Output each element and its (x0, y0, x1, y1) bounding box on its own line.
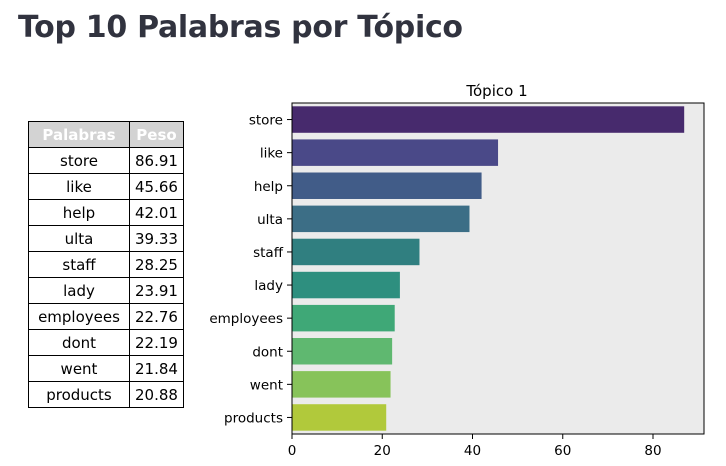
weight-cell: 42.01 (129, 199, 184, 226)
table-row: help 42.01 (28, 199, 184, 226)
y-tick-label: store (249, 113, 283, 129)
word-cell: like (28, 173, 130, 200)
y-tick-label: like (260, 146, 283, 162)
table-header-row: Palabras Peso (28, 121, 184, 148)
table-row: staff 28.25 (28, 251, 184, 278)
weight-cell: 28.25 (129, 251, 184, 278)
word-cell: dont (28, 329, 130, 356)
page-title: Top 10 Palabras por Tópico (18, 10, 463, 45)
x-tick-label: 60 (554, 443, 571, 459)
weight-cell: 39.33 (129, 225, 184, 252)
bar-ulta (292, 205, 470, 233)
x-tick-label: 80 (644, 443, 661, 459)
x-tick-label: 40 (464, 443, 481, 459)
y-tick-label: products (224, 410, 283, 426)
bar-like (292, 139, 499, 166)
bar-store (292, 106, 685, 133)
bar-staff (292, 238, 420, 266)
plot-frame (291, 102, 705, 435)
bar-help (292, 172, 482, 199)
y-tick-label: ulta (257, 212, 283, 228)
y-tick-label: employees (209, 311, 283, 327)
table-row: dont 22.19 (28, 329, 184, 356)
y-tick-label: help (254, 179, 283, 195)
header-peso: Peso (129, 121, 184, 148)
weight-cell: 21.84 (129, 355, 184, 382)
table-row: employees 22.76 (28, 303, 184, 330)
header-palabras: Palabras (28, 121, 130, 148)
weight-cell: 45.66 (129, 173, 184, 200)
table-row: ulta 39.33 (28, 225, 184, 252)
word-cell: employees (28, 303, 130, 330)
word-cell: ulta (28, 225, 130, 252)
y-tick-label: went (250, 377, 283, 393)
bar-lady (292, 271, 400, 299)
plot-area: store like help ulta staff lady employees dont w… (209, 102, 705, 459)
x-tick-label: 20 (374, 443, 391, 459)
y-tick-label: dont (252, 344, 283, 360)
table-row: like 45.66 (28, 173, 184, 200)
word-cell: staff (28, 251, 130, 278)
bar-dont (292, 338, 393, 365)
table-row: lady 23.91 (28, 277, 184, 304)
weight-cell: 20.88 (129, 381, 184, 408)
table-row: went 21.84 (28, 355, 184, 382)
word-cell: went (28, 355, 130, 382)
x-tick-label: 0 (288, 443, 297, 459)
bar-employees (292, 304, 395, 332)
bar-products (292, 404, 387, 431)
y-tick-label: lady (254, 278, 283, 294)
y-tick-label: staff (253, 245, 284, 261)
weight-cell: 22.76 (129, 303, 184, 330)
top-words-table: Palabras Peso store 86.91 like 45.66 help 4… (28, 121, 184, 408)
weight-cell: 86.91 (129, 147, 184, 174)
chart-title: Tópico 1 (465, 82, 527, 100)
word-cell: products (28, 381, 130, 408)
bar-went (292, 371, 391, 398)
table-row: products 20.88 (28, 381, 184, 408)
weight-cell: 23.91 (129, 277, 184, 304)
